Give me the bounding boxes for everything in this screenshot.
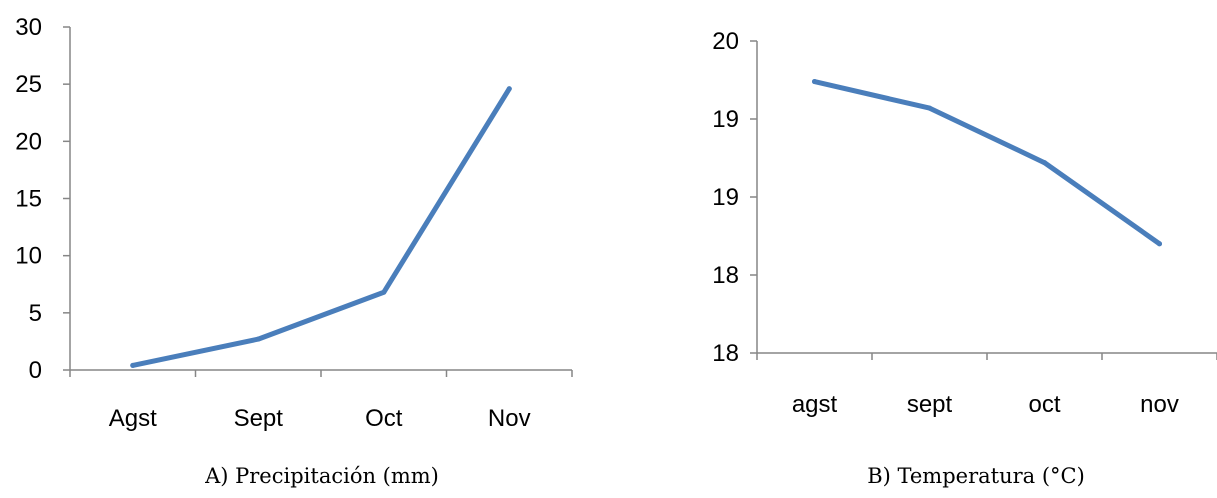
- precip-y-tick-label: 5: [29, 300, 42, 327]
- precip-data-point: [255, 336, 261, 342]
- precip-x-tick-label: Nov: [488, 405, 531, 432]
- precip-y-tick-label: 0: [29, 357, 42, 384]
- precip-x-tick-label: Agst: [109, 405, 157, 432]
- temp-data-point: [1157, 241, 1162, 247]
- precip-series-line: [130, 86, 512, 368]
- precip-data-point: [381, 289, 387, 295]
- precip-y-tick-label: 10: [15, 243, 42, 270]
- temp-x-tick-label: agst: [792, 391, 838, 418]
- precip-data-point: [130, 362, 136, 368]
- temp-data-point: [927, 105, 932, 111]
- temperature-chart: 18 18 19 19 20 agst sept oct nov B) Temperatura (…: [712, 28, 1217, 488]
- temp-y-tick-label: 20: [712, 28, 739, 55]
- precip-caption: A) Precipitación (mm): [204, 464, 439, 488]
- temp-y-tick-label: 18: [712, 340, 739, 367]
- temp-series-line: [812, 79, 1162, 247]
- temp-data-point: [812, 79, 817, 85]
- precip-y-tick-label: 25: [15, 71, 42, 98]
- temp-y-tick-label: 19: [712, 106, 739, 133]
- temp-x-tick-label: nov: [1140, 391, 1179, 418]
- temp-y-tick-label: 18: [712, 262, 739, 289]
- precip-y-tick-label: 15: [15, 186, 42, 213]
- precip-x-tick-label: Oct: [365, 405, 403, 432]
- precipitation-chart: 0 5 10 15 20 25 30 Agst Sept Oct Nov A) Precipitaci…: [15, 14, 573, 488]
- precip-y-tick-label: 20: [15, 128, 42, 155]
- precip-y-tick-label: 30: [15, 14, 42, 41]
- temp-data-point: [1042, 160, 1047, 166]
- temp-caption: B) Temperatura (°C): [867, 464, 1085, 488]
- precip-x-tick-label: Sept: [234, 405, 284, 432]
- temp-y-tick-label: 19: [712, 184, 739, 211]
- precip-data-point: [506, 86, 512, 92]
- temp-x-tick-label: oct: [1028, 391, 1060, 418]
- temp-x-tick-label: sept: [907, 391, 953, 418]
